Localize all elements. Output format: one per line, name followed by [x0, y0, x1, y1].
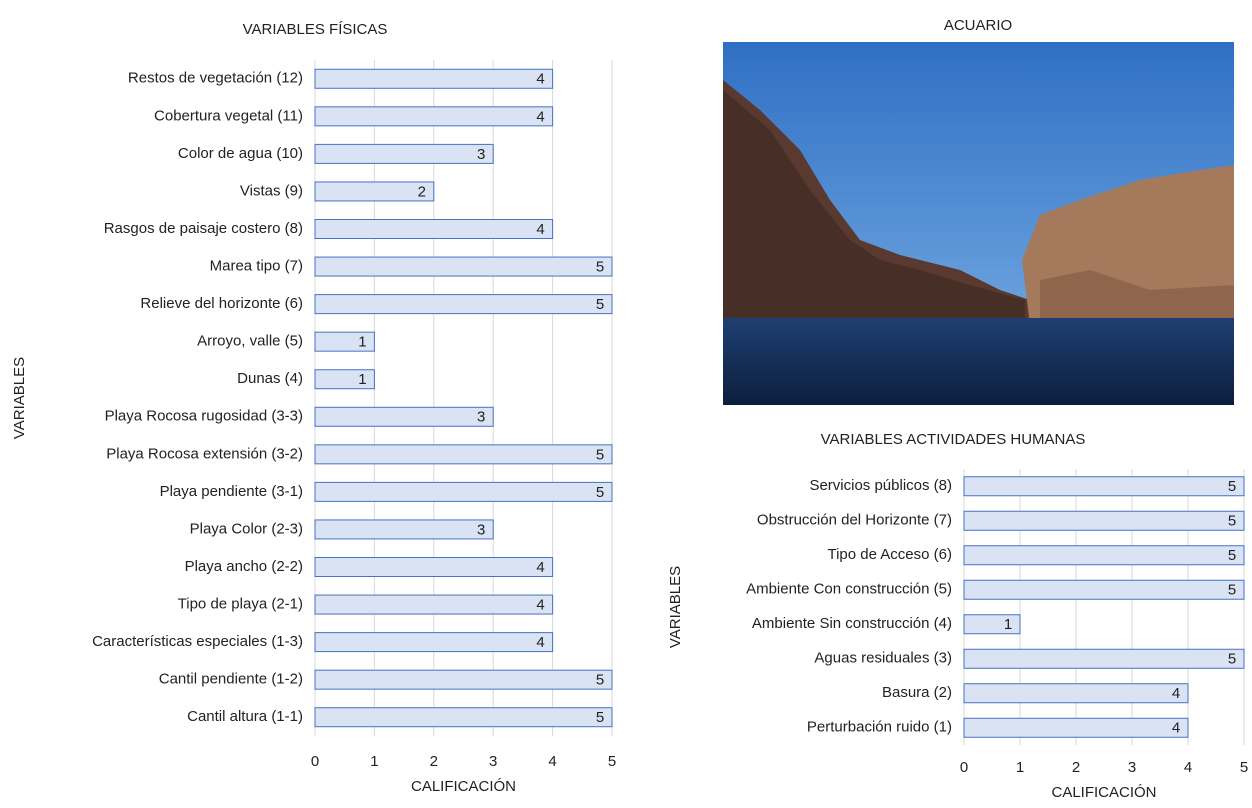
data-label: 4 [536, 559, 544, 576]
bar [314, 669, 613, 690]
data-label: 3 [477, 146, 485, 163]
y-tick-label: Rasgos de paisaje costero (8) [104, 220, 303, 237]
bar [963, 545, 1245, 566]
y-tick-label: Tipo de playa (2-1) [178, 596, 303, 613]
y-tick-label: Servicios públicos (8) [809, 477, 952, 494]
y-tick-label: Vistas (9) [240, 182, 303, 199]
bar [314, 519, 494, 540]
data-label: 4 [1172, 685, 1180, 702]
data-label: 5 [596, 446, 604, 463]
data-label: 4 [536, 108, 544, 125]
chart-title: VARIABLES ACTIVIDADES HUMANAS [821, 431, 1086, 448]
photo-title: ACUARIO [944, 17, 1012, 34]
y-axis-label: VARIABLES [667, 566, 684, 648]
y-tick-label: Perturbación ruido (1) [807, 719, 952, 736]
data-label: 3 [477, 409, 485, 426]
data-label: 4 [536, 597, 544, 614]
y-axis-label: VARIABLES [11, 357, 28, 439]
bar [963, 476, 1245, 497]
bar [314, 369, 375, 390]
y-tick-label: Playa Rocosa extensión (3-2) [106, 445, 303, 462]
data-label: 4 [536, 71, 544, 88]
y-tick-label: Color de agua (10) [178, 145, 303, 162]
bar [314, 331, 375, 352]
data-label: 1 [1004, 616, 1012, 633]
data-label: 1 [358, 371, 366, 388]
bar [314, 294, 613, 315]
x-tick-label: 4 [1184, 759, 1192, 776]
y-tick-label: Marea tipo (7) [210, 258, 303, 275]
y-tick-label: Dunas (4) [237, 370, 303, 387]
x-axis-label: CALIFICACIÓN [411, 778, 516, 795]
x-tick-label: 3 [489, 753, 497, 770]
chart-title: VARIABLES FÍSICAS [243, 21, 388, 38]
bar [314, 106, 554, 127]
data-label: 2 [418, 183, 426, 200]
y-tick-label: Relieve del horizonte (6) [140, 295, 303, 312]
bar [314, 256, 613, 277]
x-tick-label: 1 [370, 753, 378, 770]
bar [314, 444, 613, 465]
x-tick-label: 5 [608, 753, 616, 770]
data-label: 5 [1228, 582, 1236, 599]
y-tick-label: Obstrucción del Horizonte (7) [757, 512, 952, 529]
y-tick-label: Tipo de Acceso (6) [827, 546, 952, 563]
bar [314, 632, 554, 653]
y-tick-label: Arroyo, valle (5) [197, 333, 303, 350]
data-label: 5 [596, 672, 604, 689]
bar [963, 510, 1245, 531]
y-tick-label: Cantil altura (1-1) [187, 708, 303, 725]
y-tick-label: Aguas residuales (3) [814, 650, 952, 667]
bar [314, 557, 554, 577]
bar [314, 406, 494, 427]
x-axis-label: CALIFICACIÓN [1051, 784, 1156, 801]
data-label: 4 [536, 634, 544, 651]
bar [314, 181, 435, 202]
data-label: 1 [358, 334, 366, 351]
data-label: 5 [1228, 513, 1236, 530]
y-tick-label: Características especiales (1-3) [92, 633, 303, 650]
x-tick-label: 0 [960, 759, 968, 776]
bar [314, 143, 494, 164]
x-tick-label: 2 [430, 753, 438, 770]
y-tick-label: Playa Rocosa rugosidad (3-3) [105, 408, 303, 425]
bar [963, 648, 1245, 669]
data-label: 4 [536, 221, 544, 238]
data-label: 5 [1228, 547, 1236, 564]
data-label: 3 [477, 521, 485, 538]
bar [963, 579, 1245, 600]
data-label: 5 [1228, 478, 1236, 495]
y-tick-label: Ambiente Sin construcción (4) [752, 615, 952, 632]
bar [314, 707, 613, 728]
y-tick-label: Playa ancho (2-2) [185, 558, 303, 575]
x-tick-label: 2 [1072, 759, 1080, 776]
data-label: 4 [1172, 720, 1180, 737]
data-label: 5 [596, 484, 604, 501]
bar [314, 68, 554, 89]
bar [314, 481, 613, 502]
x-tick-label: 4 [548, 753, 556, 770]
bar [314, 219, 554, 239]
y-tick-label: Ambiente Con construcción (5) [746, 581, 952, 598]
y-tick-label: Playa Color (2-3) [190, 520, 303, 537]
y-tick-label: Cantil pendiente (1-2) [159, 671, 303, 688]
x-tick-label: 1 [1016, 759, 1024, 776]
data-label: 5 [596, 709, 604, 726]
bar [963, 614, 1021, 635]
x-tick-label: 0 [311, 753, 319, 770]
x-tick-label: 3 [1128, 759, 1136, 776]
bar [314, 594, 554, 615]
photo [723, 42, 1234, 405]
data-label: 5 [596, 296, 604, 313]
x-tick-label: 5 [1240, 759, 1248, 776]
y-tick-label: Restos de vegetación (12) [128, 70, 303, 87]
data-label: 5 [596, 259, 604, 276]
y-tick-label: Playa pendiente (3-1) [160, 483, 303, 500]
y-tick-label: Basura (2) [882, 684, 952, 701]
data-label: 5 [1228, 651, 1236, 668]
bar [963, 683, 1189, 704]
bar [963, 717, 1189, 738]
y-tick-label: Cobertura vegetal (11) [154, 107, 303, 124]
